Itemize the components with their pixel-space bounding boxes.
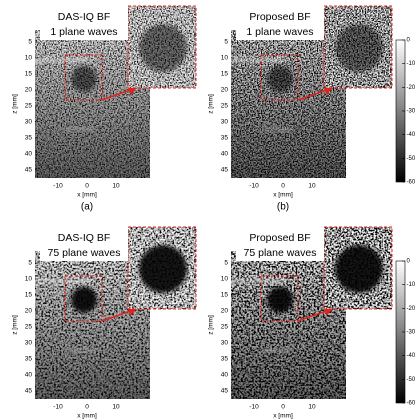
y-tick-label: 40 xyxy=(25,372,33,379)
colorbar: 0 -10 -20 -30 -40 -50 -60 xyxy=(396,259,416,407)
colorbar-tick-label: -40 xyxy=(407,132,416,138)
colorbar-tick-label: -60 xyxy=(407,401,416,407)
inset xyxy=(324,227,392,309)
y-tick-label: 30 xyxy=(25,119,33,126)
y-tick-label: 45 xyxy=(25,388,33,395)
y-tick-label: 25 xyxy=(25,103,33,110)
y-tick-label: 10 xyxy=(25,276,33,283)
colorbar-tick-label: -30 xyxy=(407,330,416,336)
x-tick-label: -10 xyxy=(249,183,259,190)
panel: DAS-IQ BF 75 plane waves 5 10 15 20 25 30 35 40 45… xyxy=(12,227,196,420)
panel-title: 75 plane waves xyxy=(244,247,317,259)
y-tick-label: 40 xyxy=(221,151,229,158)
y-tick-label: 15 xyxy=(25,71,33,78)
x-axis-label: x [mm] xyxy=(77,413,97,420)
colorbar-tick-label: -60 xyxy=(407,180,416,186)
caption: (b) xyxy=(277,202,289,213)
x-tick-label: 0 xyxy=(85,404,89,411)
x-tick-label: 10 xyxy=(308,404,316,411)
y-tick-label: 45 xyxy=(221,388,229,395)
y-tick-label: 15 xyxy=(221,292,229,299)
y-tick-label: 35 xyxy=(25,135,33,142)
inset xyxy=(128,6,196,88)
colorbar-tick-label: 0 xyxy=(407,259,411,265)
y-tick-label: 5 xyxy=(224,260,228,267)
panel-title: 1 plane waves xyxy=(246,26,313,38)
x-tick-label: 0 xyxy=(281,404,285,411)
colorbar-tick-label: -30 xyxy=(407,109,416,115)
y-tick-label: 20 xyxy=(221,87,229,94)
y-tick-label: 10 xyxy=(221,55,229,62)
colorbar-tick-label: 0 xyxy=(407,38,411,44)
inset xyxy=(128,227,196,309)
panel-title: 1 plane waves xyxy=(50,26,117,38)
y-tick-label: 5 xyxy=(28,39,32,46)
y-tick-label: 45 xyxy=(221,167,229,174)
y-tick-label: 30 xyxy=(221,340,229,347)
y-tick-label: 10 xyxy=(221,276,229,283)
x-axis-label: x [mm] xyxy=(273,413,293,420)
y-tick-label: 30 xyxy=(221,119,229,126)
y-tick-label: 20 xyxy=(25,308,33,315)
colorbar-tick-label: -10 xyxy=(407,61,416,67)
y-tick-label: 30 xyxy=(25,340,33,347)
panel-title: DAS-IQ BF xyxy=(58,11,111,23)
y-tick-label: 35 xyxy=(221,135,229,142)
panel: DAS-IQ BF 1 plane waves 5 10 15 20 25 30 35 40 45 -… xyxy=(12,6,196,213)
y-tick-label: 40 xyxy=(221,372,229,379)
x-axis-label: x [mm] xyxy=(77,192,97,199)
panel-title: 75 plane waves xyxy=(48,247,121,259)
colorbar-tick-label: -50 xyxy=(407,156,416,162)
x-tick-label: -10 xyxy=(249,404,259,411)
x-tick-label: 0 xyxy=(85,183,89,190)
x-tick-label: 10 xyxy=(308,183,316,190)
x-tick-label: -10 xyxy=(53,404,63,411)
y-tick-label: 15 xyxy=(221,71,229,78)
colorbar-tick-label: -50 xyxy=(407,377,416,383)
y-axis-label: z [mm] xyxy=(12,315,19,335)
inset xyxy=(324,6,392,88)
colorbar-tick-label: -20 xyxy=(407,306,416,312)
y-tick-label: 5 xyxy=(224,39,228,46)
y-tick-label: 25 xyxy=(25,324,33,331)
x-tick-label: 10 xyxy=(112,183,120,190)
y-tick-label: 45 xyxy=(25,167,33,174)
y-tick-label: 35 xyxy=(25,356,33,363)
x-tick-label: -10 xyxy=(53,183,63,190)
y-tick-label: 40 xyxy=(25,151,33,158)
y-tick-label: 5 xyxy=(28,260,32,267)
panel-title: Proposed BF xyxy=(249,11,310,23)
colorbar-tick-label: -40 xyxy=(407,353,416,359)
y-tick-label: 35 xyxy=(221,356,229,363)
y-tick-label: 20 xyxy=(221,308,229,315)
y-axis-label: z [mm] xyxy=(208,315,215,335)
panel: Proposed BF 1 plane waves 5 10 15 20 25 30 35 40 4… xyxy=(208,6,392,213)
x-tick-label: 10 xyxy=(112,404,120,411)
x-axis-label: x [mm] xyxy=(273,192,293,199)
x-tick-label: 0 xyxy=(281,183,285,190)
y-tick-label: 10 xyxy=(25,55,33,62)
y-axis-label: z [mm] xyxy=(208,94,215,114)
colorbar-tick-label: -20 xyxy=(407,85,416,91)
panel: Proposed BF 75 plane waves 5 10 15 20 25 30 35 40… xyxy=(208,227,392,420)
figure: DAS-IQ BF 1 plane waves 5 10 15 20 25 30 35 40 45 -… xyxy=(0,0,417,420)
panel-title: Proposed BF xyxy=(249,232,310,244)
y-tick-label: 20 xyxy=(25,87,33,94)
y-tick-label: 25 xyxy=(221,103,229,110)
y-tick-label: 25 xyxy=(221,324,229,331)
panel-title: DAS-IQ BF xyxy=(58,232,111,244)
y-tick-label: 15 xyxy=(25,292,33,299)
colorbar-tick-label: -10 xyxy=(407,282,416,288)
y-axis-label: z [mm] xyxy=(12,94,19,114)
colorbar: 0 -10 -20 -30 -40 -50 -60 xyxy=(396,38,416,186)
caption: (a) xyxy=(81,202,93,213)
